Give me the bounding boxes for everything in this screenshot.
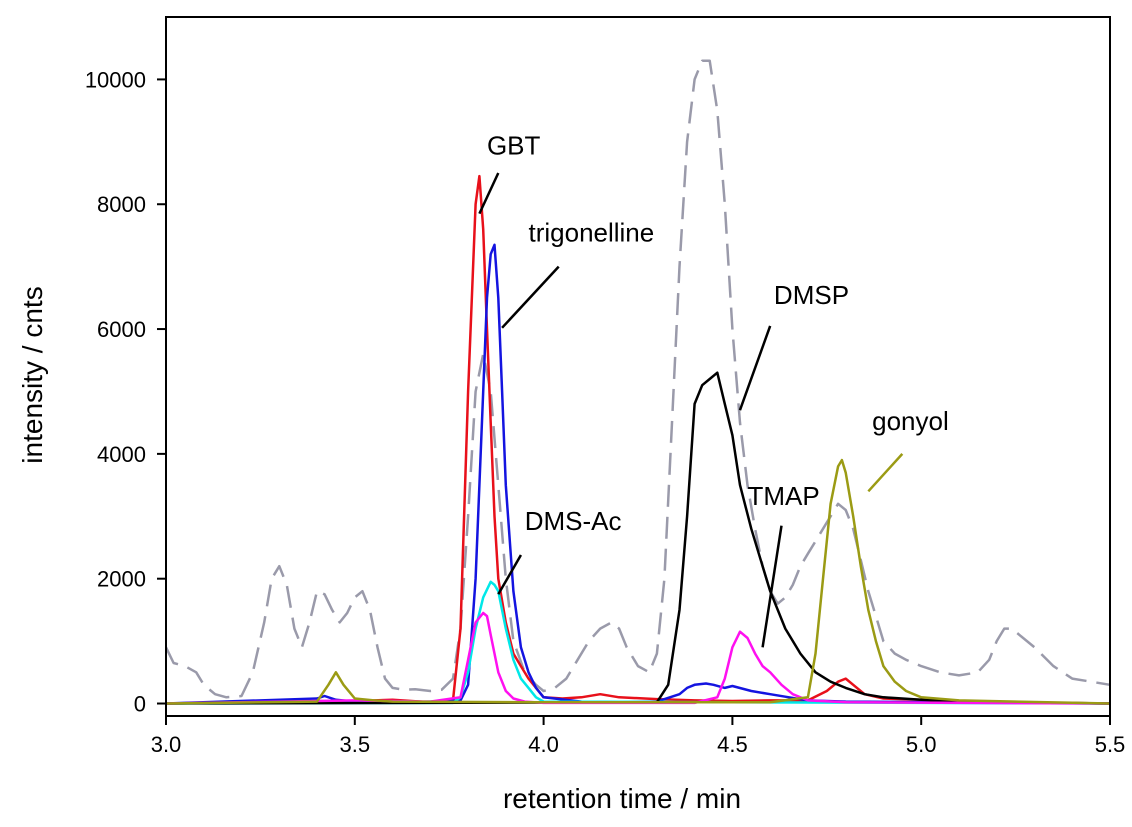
annotation-layer: GBT trigonelline DMSP gonyol TMAP DMS-Ac [478,130,949,648]
series-line-DMSP [165,371,1111,705]
annotation-label: GBT [487,130,541,160]
x-axis-title: retention time / min [503,783,741,814]
x-tick-label: 3.5 [340,732,371,757]
y-tick-label: 8000 [97,192,146,217]
x-tick-label: 4.5 [717,732,748,757]
series-layer [164,59,1111,705]
y-tick-label: 6000 [97,317,146,342]
annotation-leader-4 [761,525,783,648]
annotation-leader-1 [501,265,560,329]
series-line-total [164,59,1111,699]
y-axis-title: intensity / cnts [17,286,48,463]
annotation-leader-3 [867,453,904,493]
x-tick-label: 5.0 [906,732,937,757]
annotation-label: TMAP [748,481,820,511]
annotation-label: gonyol [872,406,949,436]
annotation-leader-2 [738,325,772,411]
x-tick-label: 3.0 [151,732,182,757]
y-tick-label: 10000 [85,67,146,92]
annotation-leader-5 [497,554,523,595]
x-tick-label: 5.5 [1095,732,1126,757]
y-tick-label: 0 [134,692,146,717]
annotation-label: DMSP [774,280,849,310]
axis-layer: 3.0 3.5 4.0 4.5 5.0 5.5 0 2000 4000 6000 8000 10000 [85,16,1126,757]
x-tick-label: 4.0 [528,732,559,757]
y-tick-label: 4000 [97,442,146,467]
annotation-label: DMS-Ac [525,506,622,536]
plot-frame [165,16,1111,717]
annotation-leader-0 [478,172,500,215]
series-line-gonyol [165,458,1111,705]
y-tick-label: 2000 [97,567,146,592]
annotation-label: trigonelline [528,218,654,248]
